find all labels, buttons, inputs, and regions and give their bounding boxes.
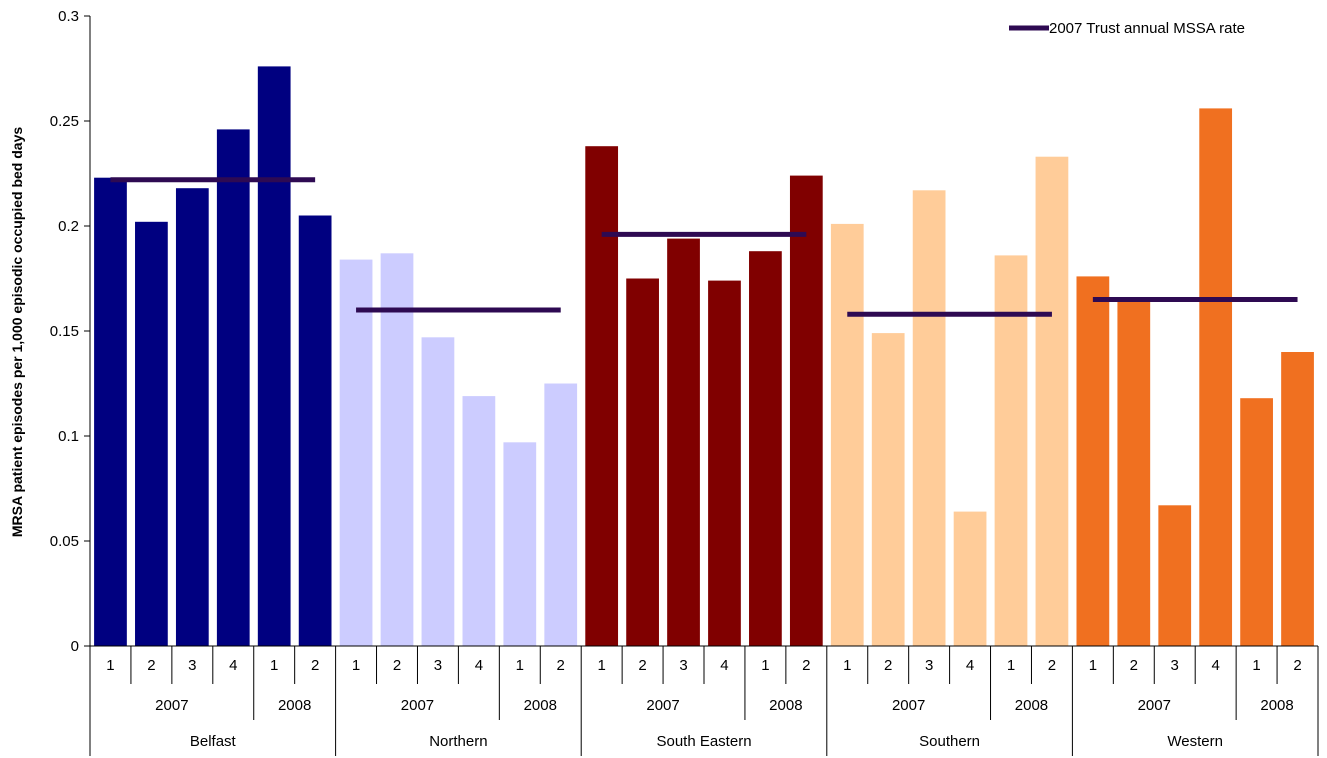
- year-label: 2008: [278, 697, 311, 714]
- bar-western-5: [1240, 398, 1273, 646]
- quarter-label: 2: [638, 657, 646, 674]
- quarter-label: 2: [1048, 657, 1056, 674]
- trust-label: Belfast: [190, 733, 237, 750]
- quarter-label: 2: [557, 657, 565, 674]
- quarter-label: 1: [843, 657, 851, 674]
- axes: 0 0.05 0.1 0.15 0.2 0.25 0.3 1 2 3 4 1 2 2007 2008 Belf…: [50, 8, 1319, 756]
- quarter-label: 1: [1252, 657, 1260, 674]
- quarter-label: 4: [966, 657, 974, 674]
- y-tick-label: 0: [71, 638, 79, 655]
- quarter-label: 1: [106, 657, 114, 674]
- legend: 2007 Trust annual MSSA rate: [1009, 20, 1245, 37]
- quarter-label: 2: [147, 657, 155, 674]
- quarter-label: 4: [1211, 657, 1219, 674]
- bar-western-2: [1117, 299, 1151, 646]
- y-tick-label: 0.3: [58, 8, 79, 25]
- bar-western-4: [1199, 108, 1233, 646]
- bar-belfast-3: [175, 188, 209, 646]
- y-tick-label: 0.15: [50, 323, 79, 340]
- year-label: 2008: [1015, 697, 1048, 714]
- quarter-label: 1: [761, 657, 769, 674]
- year-label: 2007: [892, 697, 925, 714]
- bar-northern-5: [503, 442, 537, 646]
- quarter-label: 4: [475, 657, 483, 674]
- quarter-label: 3: [925, 657, 933, 674]
- year-label: 2007: [401, 697, 434, 714]
- bar-belfast-1: [94, 177, 127, 646]
- bar-south-eastern-4: [708, 280, 741, 646]
- bar-southern-2: [871, 333, 905, 646]
- year-label: 2007: [1138, 697, 1171, 714]
- bar-western-3: [1158, 505, 1192, 646]
- bar-southern-4: [953, 511, 987, 646]
- quarter-label: 4: [229, 657, 237, 674]
- y-tick-label: 0.1: [58, 428, 79, 445]
- bar-southern-5: [994, 255, 1028, 646]
- quarter-label: 2: [311, 657, 319, 674]
- quarter-label: 3: [434, 657, 442, 674]
- quarter-label: 2: [884, 657, 892, 674]
- bar-south-eastern-1: [585, 146, 619, 646]
- trust-label: Northern: [429, 733, 487, 750]
- bar-southern-3: [912, 190, 946, 647]
- year-label: 2007: [646, 697, 679, 714]
- quarter-label: 1: [270, 657, 278, 674]
- quarter-label: 1: [516, 657, 524, 674]
- bar-south-eastern-3: [667, 238, 700, 646]
- quarter-label: 3: [679, 657, 687, 674]
- trust-label: Western: [1167, 733, 1223, 750]
- year-label: 2007: [155, 697, 188, 714]
- bar-western-6: [1281, 352, 1314, 646]
- bar-northern-6: [544, 383, 578, 646]
- quarter-label: 1: [597, 657, 605, 674]
- bar-south-eastern-2: [626, 278, 659, 646]
- quarter-label: 2: [802, 657, 810, 674]
- quarter-label: 1: [1007, 657, 1015, 674]
- bar-northern-2: [380, 253, 414, 647]
- year-label: 2008: [1260, 697, 1293, 714]
- bar-belfast-5: [257, 66, 291, 646]
- quarter-label: 3: [188, 657, 196, 674]
- bar-southern-1: [830, 223, 864, 646]
- quarter-label: 2: [393, 657, 401, 674]
- quarter-label: 1: [352, 657, 360, 674]
- legend-label: 2007 Trust annual MSSA rate: [1049, 20, 1245, 37]
- trust-label: South Eastern: [656, 733, 751, 750]
- bar-northern-3: [421, 337, 455, 646]
- trust-label: Southern: [919, 733, 980, 750]
- y-tick-label: 0.2: [58, 218, 79, 235]
- y-tick-label: 0.25: [50, 113, 79, 130]
- year-label: 2008: [769, 697, 802, 714]
- quarter-label: 2: [1130, 657, 1138, 674]
- bar-belfast-4: [216, 129, 250, 646]
- year-label: 2008: [524, 697, 557, 714]
- bar-western-1: [1076, 276, 1110, 646]
- quarter-label: 1: [1089, 657, 1097, 674]
- bar-northern-1: [339, 259, 373, 646]
- quarter-label: 4: [720, 657, 728, 674]
- bar-northern-4: [462, 396, 496, 646]
- quarter-label: 2: [1293, 657, 1301, 674]
- quarter-label: 3: [1171, 657, 1179, 674]
- bar-southern-6: [1035, 156, 1069, 646]
- bar-belfast-2: [135, 221, 168, 647]
- y-tick-label: 0.05: [50, 533, 79, 550]
- bar-south-eastern-6: [789, 175, 823, 646]
- plot-area: [94, 66, 1314, 647]
- bar-south-eastern-5: [749, 251, 782, 646]
- bar-belfast-6: [298, 215, 332, 646]
- y-axis-label: MRSA patient episodes per 1,000 episodic…: [9, 127, 25, 537]
